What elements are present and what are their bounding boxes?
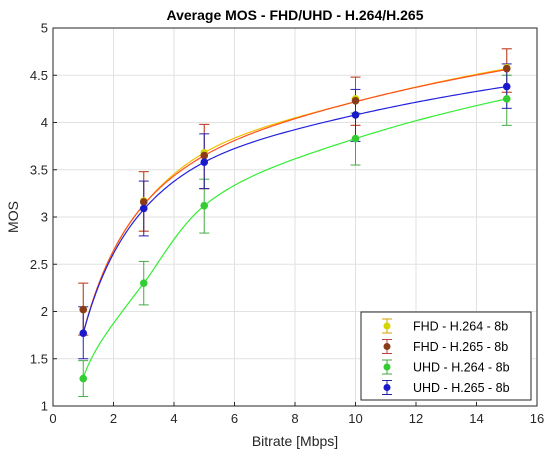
x-tick-label: 10 (348, 411, 362, 426)
x-axis-label: Bitrate [Mbps] (252, 433, 338, 449)
data-point-1 (351, 96, 360, 105)
legend-entry-label: FHD - H.264 - 8b (413, 320, 508, 334)
error-bars-layer (78, 48, 512, 398)
markers-layer (79, 63, 511, 383)
x-tick-label: 12 (409, 411, 423, 426)
data-point-1 (502, 64, 511, 73)
y-tick-label: 5 (41, 21, 48, 36)
y-axis-label: MOS (5, 201, 21, 233)
data-point-3 (351, 111, 360, 119)
data-point-3 (200, 158, 209, 166)
x-tick-label: 6 (231, 411, 238, 426)
legend-entry-label: UHD - H.265 - 8b (413, 381, 510, 395)
data-point-1 (139, 198, 148, 206)
data-point-3 (79, 329, 88, 338)
legend-marker (383, 322, 391, 330)
data-point-3 (139, 204, 148, 213)
legend-marker (383, 343, 391, 350)
data-point-2 (139, 279, 148, 287)
y-tick-label: 1.5 (30, 351, 48, 366)
legend-marker (383, 384, 391, 391)
x-tick-label: 14 (469, 411, 483, 426)
y-tick-label: 2.5 (30, 257, 48, 272)
data-point-2 (502, 95, 511, 103)
data-point-1 (200, 151, 209, 160)
data-point-1 (79, 305, 88, 314)
data-point-2 (79, 374, 88, 383)
data-point-3 (502, 82, 511, 91)
x-tick-label: 16 (530, 411, 544, 426)
x-tick-label: 4 (170, 411, 177, 426)
x-tick-label: 2 (110, 411, 117, 426)
legend-entry-label: UHD - H.264 - 8b (413, 361, 510, 375)
x-tick-label: 0 (49, 411, 56, 426)
y-tick-label: 3 (41, 210, 48, 225)
x-tick-label: 8 (291, 411, 298, 426)
y-tick-label: 4 (41, 115, 48, 130)
legend-entry-label: FHD - H.265 - 8b (413, 340, 508, 354)
legend-marker (383, 363, 391, 371)
legend: FHD - H.264 - 8b FHD - H.265 - 8b UHD - H.… (360, 311, 532, 401)
ticks-layer: 0 2 4 6 8 10 12 14 16 1 1.5 2 2.5 3 3.5 4 4.5 5 (30, 21, 544, 427)
data-point-2 (351, 134, 360, 143)
chart-title: Average MOS - FHD/UHD - H.264/H.265 (167, 7, 424, 23)
y-tick-label: 4.5 (30, 68, 48, 83)
y-tick-label: 2 (41, 304, 48, 319)
data-point-2 (200, 201, 209, 210)
y-tick-label: 3.5 (30, 162, 48, 177)
y-tick-label: 1 (41, 399, 48, 414)
